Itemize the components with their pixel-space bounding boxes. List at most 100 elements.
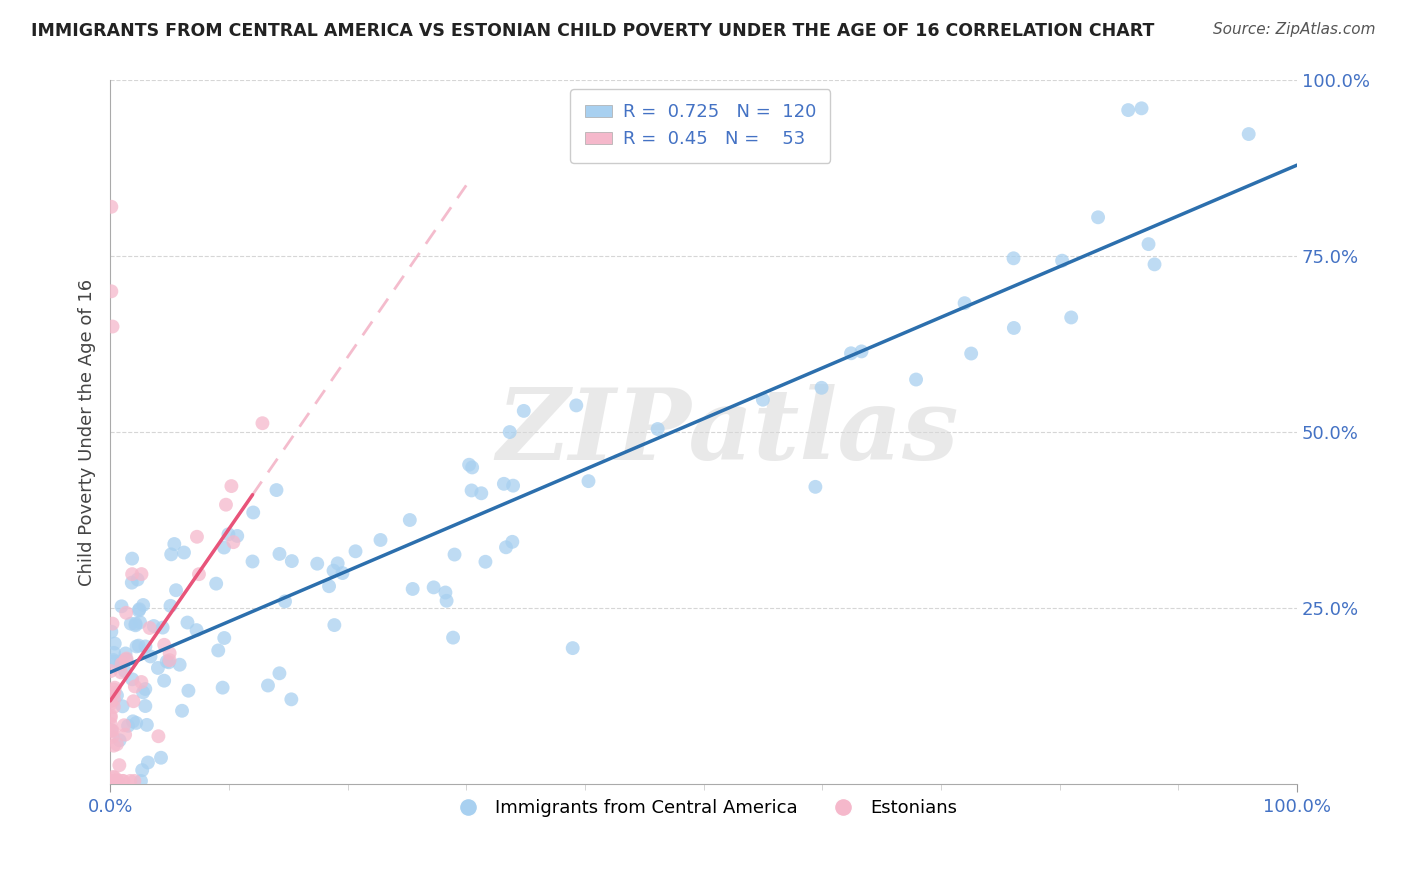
- Point: [578, 474, 600, 488]
- Point: [370, 533, 392, 547]
- Point: [153, 673, 176, 688]
- Point: [1002, 321, 1025, 335]
- Point: [103, 653, 125, 667]
- Point: [111, 699, 134, 714]
- Point: [152, 621, 174, 635]
- Point: [104, 681, 127, 695]
- Point: [114, 728, 136, 742]
- Point: [344, 544, 367, 558]
- Point: [173, 545, 195, 559]
- Point: [101, 723, 124, 738]
- Point: [474, 555, 496, 569]
- Point: [114, 653, 136, 667]
- Point: [434, 585, 457, 599]
- Point: [460, 483, 482, 498]
- Point: [163, 537, 186, 551]
- Point: [112, 773, 135, 788]
- Point: [129, 773, 152, 788]
- Point: [402, 582, 425, 596]
- Point: [115, 606, 138, 620]
- Point: [139, 649, 162, 664]
- Point: [441, 631, 464, 645]
- Point: [274, 594, 297, 608]
- Point: [148, 729, 170, 743]
- Point: [111, 657, 134, 671]
- Point: [257, 679, 280, 693]
- Point: [114, 647, 136, 661]
- Point: [103, 682, 125, 697]
- Point: [142, 619, 165, 633]
- Point: [1130, 101, 1153, 115]
- Point: [561, 641, 583, 656]
- Point: [186, 530, 208, 544]
- Point: [117, 719, 139, 733]
- Point: [810, 381, 832, 395]
- Point: [159, 599, 181, 613]
- Point: [120, 616, 142, 631]
- Point: [114, 664, 136, 678]
- Point: [134, 699, 156, 714]
- Point: [125, 715, 148, 730]
- Point: [103, 692, 125, 706]
- Point: [177, 683, 200, 698]
- Point: [905, 372, 928, 386]
- Point: [207, 643, 229, 657]
- Point: [226, 529, 249, 543]
- Point: [105, 737, 128, 751]
- Point: [318, 579, 340, 593]
- Point: [169, 657, 191, 672]
- Point: [242, 506, 264, 520]
- Point: [186, 623, 208, 637]
- Point: [124, 773, 146, 788]
- Point: [436, 594, 458, 608]
- Point: [110, 599, 132, 614]
- Point: [1087, 211, 1109, 225]
- Point: [103, 655, 125, 669]
- Point: [138, 621, 160, 635]
- Point: [170, 704, 193, 718]
- Point: [129, 615, 152, 630]
- Point: [121, 551, 143, 566]
- Point: [111, 773, 134, 788]
- Point: [326, 557, 349, 571]
- Point: [502, 478, 524, 492]
- Point: [110, 654, 132, 668]
- Text: ZIPatlas: ZIPatlas: [496, 384, 959, 481]
- Point: [565, 398, 588, 412]
- Point: [105, 689, 128, 703]
- Point: [839, 346, 862, 360]
- Point: [960, 346, 983, 360]
- Point: [804, 480, 827, 494]
- Point: [398, 513, 420, 527]
- Point: [127, 573, 149, 587]
- Point: [156, 655, 179, 669]
- Point: [104, 771, 127, 785]
- Point: [323, 618, 346, 632]
- Point: [101, 616, 124, 631]
- Point: [100, 710, 122, 724]
- Point: [105, 773, 128, 788]
- Point: [100, 708, 122, 723]
- Point: [176, 615, 198, 630]
- Point: [124, 616, 146, 631]
- Point: [222, 535, 245, 549]
- Point: [269, 666, 291, 681]
- Point: [1050, 253, 1073, 268]
- Point: [101, 723, 124, 738]
- Point: [131, 763, 153, 777]
- Point: [128, 604, 150, 618]
- Point: [851, 344, 873, 359]
- Point: [165, 583, 187, 598]
- Point: [128, 639, 150, 653]
- Point: [1237, 127, 1260, 141]
- Point: [211, 681, 233, 695]
- Point: [242, 554, 264, 568]
- Point: [131, 567, 153, 582]
- Point: [1116, 103, 1139, 117]
- Point: [146, 661, 169, 675]
- Point: [422, 580, 444, 594]
- Point: [108, 733, 131, 747]
- Point: [458, 458, 481, 472]
- Point: [647, 422, 669, 436]
- Point: [159, 646, 181, 660]
